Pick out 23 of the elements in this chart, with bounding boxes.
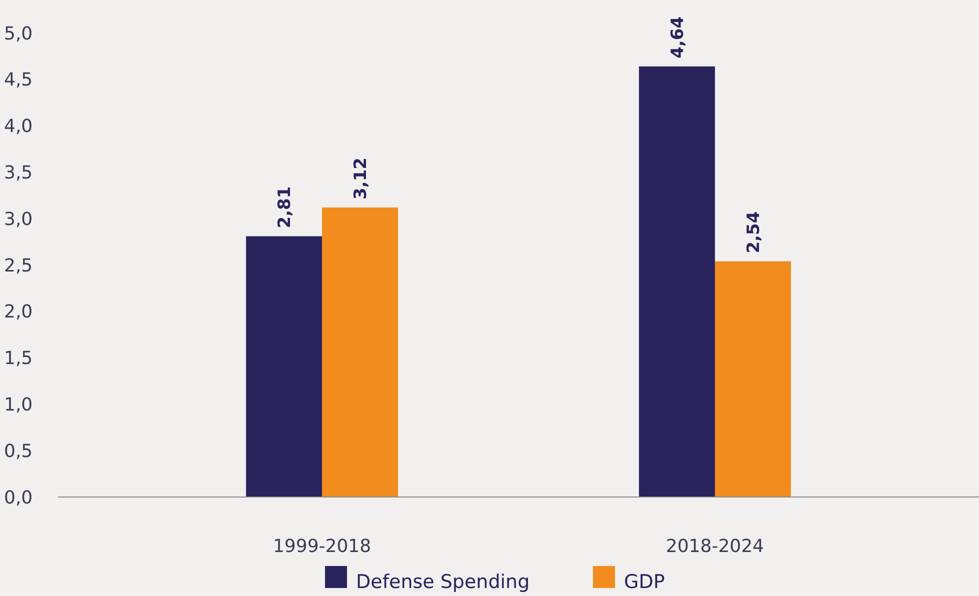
legend-label: Defense Spending [356,571,530,593]
x-tick-label: 2018-2024 [666,536,764,557]
y-tick-label: 0,5 [4,440,33,462]
x-tick-label: 1999-2018 [272,536,372,557]
bar [714,261,791,497]
y-tick-label: 5,0 [4,23,33,44]
y-tick-label: 3,5 [4,162,33,184]
data-label: 4,64 [668,16,688,58]
y-tick-label: 2,5 [4,255,33,276]
y-tick-label: 1,0 [4,394,33,416]
y-tick-label: 4,0 [4,116,33,138]
data-label: 3,12 [351,158,372,200]
bar [246,236,322,497]
data-label: 2,54 [744,211,764,254]
y-tick-label: 2,0 [4,302,33,323]
legend-label: GDP [624,571,665,593]
data-label: 2,81 [275,186,296,228]
y-tick-label: 0,0 [4,487,33,508]
y-tick-label: 3,0 [4,208,33,230]
bar [322,207,398,497]
bar [638,66,715,497]
y-tick-label: 1,5 [4,348,33,370]
y-tick-label: 4,5 [4,70,33,91]
